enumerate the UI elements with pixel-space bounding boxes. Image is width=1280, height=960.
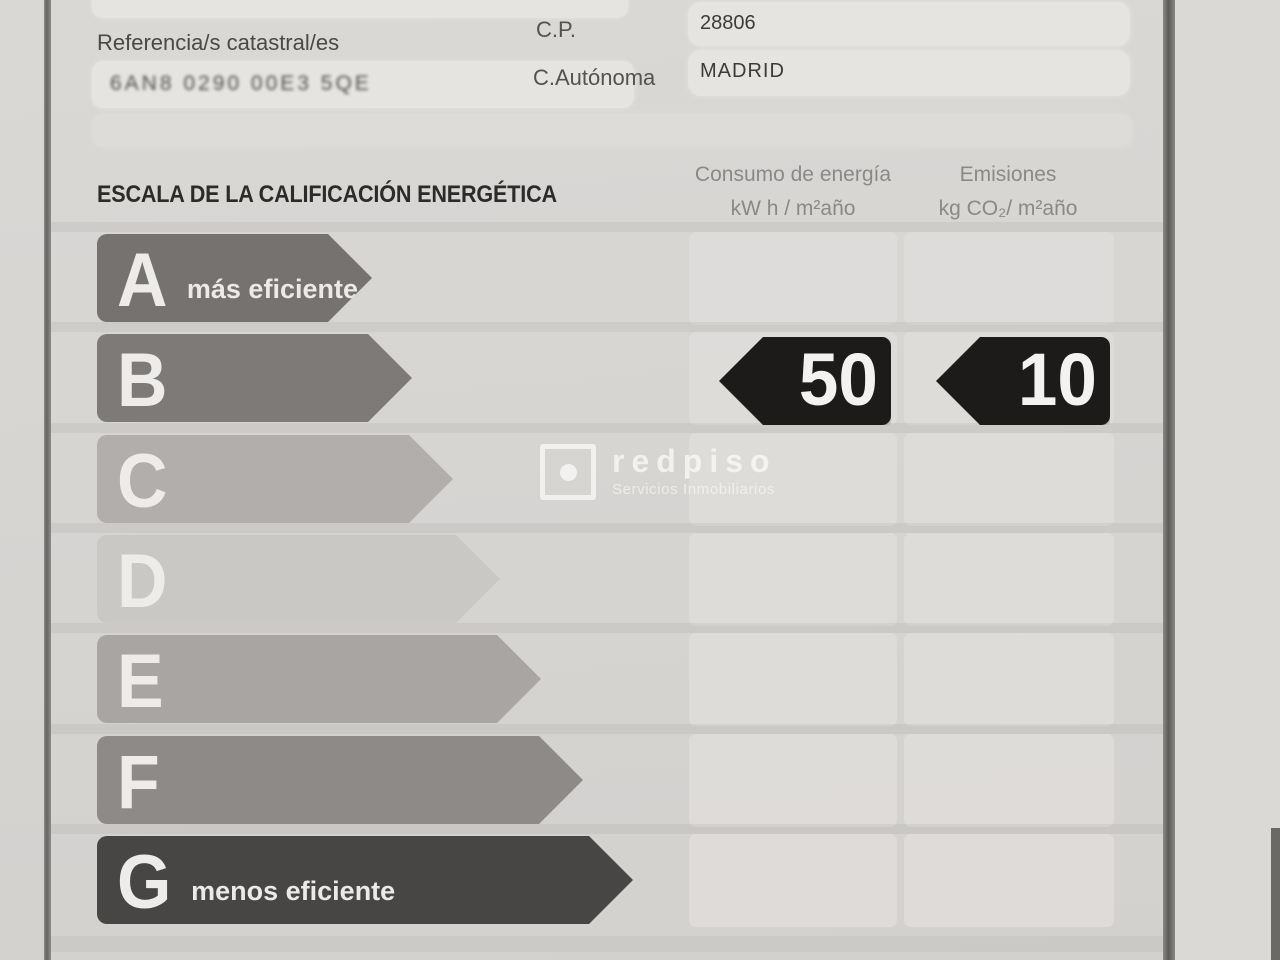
grid-cell-consumo xyxy=(689,533,897,626)
scan-left-edge-line xyxy=(44,0,51,960)
watermark-tagline: Servicios Inmobiliarios xyxy=(612,481,776,498)
catastral-ref-label: Referencia/s catastral/es xyxy=(97,30,340,55)
scan-right-margin xyxy=(1175,0,1280,960)
emisiones-column-header: Emisiones kg CO₂/ m²año xyxy=(902,158,1114,226)
postal-code-label: C.P. xyxy=(536,17,576,42)
scale-title: ESCALA DE LA CALIFICACIÓN ENERGÉTICA xyxy=(97,181,557,208)
watermark: redpiso Servicios Inmobiliarios xyxy=(540,444,777,500)
scale-arrow: F xyxy=(97,736,583,824)
autonomous-community-box xyxy=(688,50,1130,96)
grid-cell-emisiones xyxy=(904,734,1114,827)
scan-corner-mark xyxy=(1271,828,1280,960)
scale-arrow: C xyxy=(97,435,453,523)
grid-cell-consumo xyxy=(689,734,897,827)
scale-letter: G xyxy=(117,840,172,926)
scale-letter: A xyxy=(117,238,168,324)
grid-cell-consumo xyxy=(689,633,897,726)
grid-cell-consumo xyxy=(689,834,897,927)
emisiones-header-line2: kg CO₂/ m²año xyxy=(938,197,1078,220)
scale-letter: C xyxy=(117,439,168,525)
row-gap-band xyxy=(51,322,1163,332)
watermark-brand: redpiso xyxy=(612,443,777,479)
consumo-column-header: Consumo de energía kW h / m²año xyxy=(688,158,898,226)
scale-letter: F xyxy=(117,740,160,826)
scale-arrow: E xyxy=(97,635,541,723)
catastral-ref-box xyxy=(92,61,634,108)
grid-cell-consumo xyxy=(689,232,897,325)
scale-row-label: menos eficiente xyxy=(191,876,396,906)
scale-letter: D xyxy=(117,539,168,625)
grid-cell-emisiones xyxy=(904,232,1114,325)
grid-cell-emisiones xyxy=(904,633,1114,726)
scan-right-edge-line xyxy=(1163,0,1175,960)
row-gap-band xyxy=(51,222,1163,232)
row-gap-band xyxy=(51,724,1163,734)
rating-value-consumo: 50 xyxy=(798,338,878,421)
autonomous-community-label: C.Autónoma xyxy=(533,65,656,90)
grid-cell-emisiones xyxy=(904,433,1114,526)
redpiso-logo-dot xyxy=(559,463,577,481)
scale-arrow: G menos eficiente xyxy=(97,836,633,924)
row-gap-band xyxy=(51,824,1163,834)
rating-value-emisiones: 10 xyxy=(1017,338,1097,421)
row-gap-band xyxy=(51,623,1163,633)
field-box-top-cut xyxy=(92,0,628,18)
scale-arrow: B xyxy=(97,334,412,422)
postal-code-value: 28806 xyxy=(700,12,756,34)
consumo-header-line1: Consumo de energía xyxy=(694,163,892,186)
grid-cell-emisiones xyxy=(904,834,1114,927)
field-box-faint xyxy=(92,114,1132,147)
scale-row-label: más eficiente xyxy=(186,274,358,304)
redpiso-logo-icon xyxy=(540,444,596,500)
row-gap-band xyxy=(51,523,1163,533)
scale-letter: B xyxy=(117,338,168,424)
grid-cell-emisiones xyxy=(904,533,1114,626)
postal-code-box xyxy=(688,2,1130,46)
consumo-header-line2: kW h / m²año xyxy=(730,197,856,220)
autonomous-community-value: MADRID xyxy=(700,60,785,82)
scale-letter: E xyxy=(117,639,164,725)
grid-cell-consumo xyxy=(689,433,897,526)
scale-arrow: D xyxy=(97,535,500,623)
grid-bottom-band xyxy=(51,936,1163,952)
emisiones-header-line1: Emisiones xyxy=(959,163,1057,186)
scale-arrow: A más eficiente xyxy=(97,234,372,322)
row-gap-band xyxy=(51,423,1163,433)
catastral-ref-value-blurred: 6AN8 0290 00E3 5QE xyxy=(110,72,372,95)
